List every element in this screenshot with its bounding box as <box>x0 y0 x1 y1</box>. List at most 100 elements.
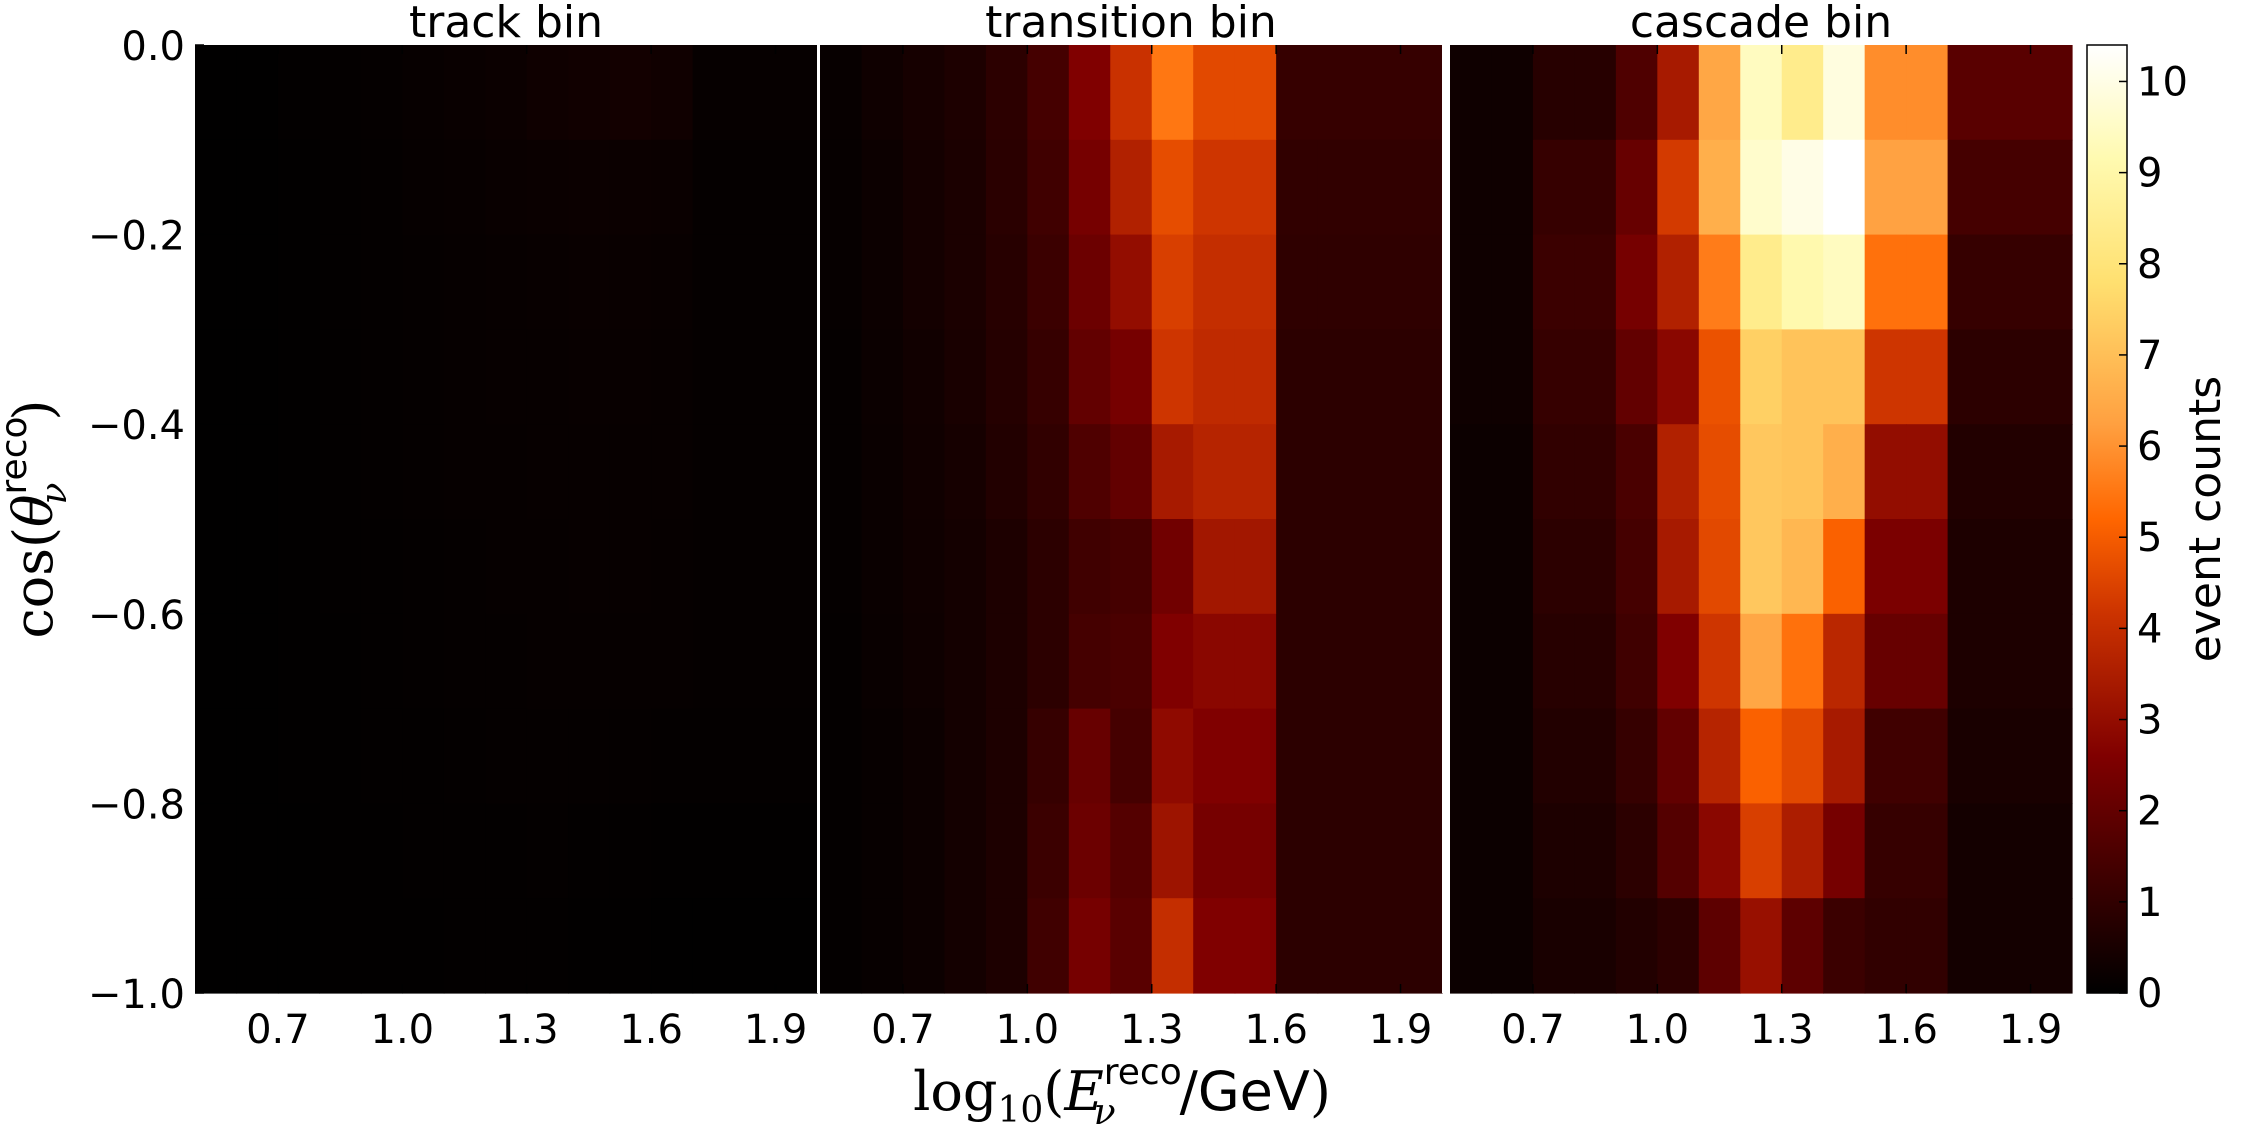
heatmap-cell <box>195 45 238 141</box>
heatmap-cell <box>1574 803 1617 899</box>
heatmap-cell <box>1276 708 1319 804</box>
heatmap-cell <box>1110 519 1153 615</box>
heatmap-cell <box>1657 139 1700 236</box>
colorbar-tick-label: 9 <box>2137 151 2162 197</box>
heatmap-cell <box>568 519 611 615</box>
heatmap-cell <box>1906 898 1949 994</box>
heatmap-cell <box>1864 139 1907 236</box>
heatmap-cell <box>1317 234 1443 330</box>
x-tick-label: 1.0 <box>371 1007 435 1053</box>
heatmap-cell <box>1317 519 1443 615</box>
heatmap-cell <box>1151 424 1194 520</box>
colorbar-tick-label: 4 <box>2137 606 2162 652</box>
y-tick-label: −1.0 <box>88 972 185 1018</box>
heatmap-cell <box>609 139 652 236</box>
x-label-func: log <box>913 1060 997 1123</box>
heatmap-cell <box>1110 139 1153 236</box>
heatmap-cell <box>443 329 486 425</box>
heatmap-cell <box>1068 613 1111 710</box>
x-tick-label: 1.3 <box>1750 1007 1814 1053</box>
heatmap-cell <box>1864 329 1907 425</box>
heatmap-cell <box>985 424 1028 520</box>
heatmap-cell <box>526 234 569 330</box>
heatmap-cell <box>1781 424 1824 520</box>
heatmap-cell <box>1947 234 2073 330</box>
heatmap-cell <box>651 803 694 899</box>
heatmap-cell <box>1574 329 1617 425</box>
heatmap-cell <box>277 45 320 141</box>
heatmap-cell <box>1740 613 1783 710</box>
heatmap-cell <box>1615 519 1658 615</box>
heatmap-cell <box>820 708 863 804</box>
heatmap-cell <box>609 898 652 994</box>
heatmap-cell <box>1781 329 1824 425</box>
heatmap-cell <box>1698 424 1741 520</box>
panel-title: track bin <box>409 0 603 48</box>
heatmap-cell <box>277 424 320 520</box>
heatmap-cell <box>944 613 987 710</box>
heatmap-cell <box>1781 519 1824 615</box>
heatmap-cell <box>568 329 611 425</box>
x-tick-label: 1.9 <box>744 1007 808 1053</box>
heatmap-cell <box>1276 139 1319 236</box>
heatmap-cell <box>443 139 486 236</box>
heatmap-cell <box>443 898 486 994</box>
y-tick-label: −0.2 <box>88 214 185 260</box>
heatmap-cell <box>1276 45 1319 141</box>
heatmap-cell <box>360 329 403 425</box>
heatmap-cell <box>651 139 694 236</box>
heatmap-cell <box>1740 234 1783 330</box>
heatmap-cell <box>1491 139 1534 236</box>
heatmap-cell <box>360 139 403 236</box>
heatmap-cell <box>277 329 320 425</box>
x-tick-label: 1.3 <box>495 1007 559 1053</box>
colorbar-tick-label: 8 <box>2137 242 2162 288</box>
heatmap-cell <box>1906 45 1949 141</box>
heatmap-cell <box>609 45 652 141</box>
heatmap-cell <box>195 898 238 994</box>
heatmap-cell <box>609 424 652 520</box>
heatmap-cell <box>1317 329 1443 425</box>
heatmap-cell <box>1234 803 1277 899</box>
heatmap-cell <box>485 329 528 425</box>
heatmap-cell <box>1450 519 1493 615</box>
heatmap-cell <box>360 708 403 804</box>
heatmap-cell <box>1823 234 1866 330</box>
heatmap-cell <box>902 139 945 236</box>
heatmap-cell <box>820 234 863 330</box>
heatmap-cell <box>277 898 320 994</box>
heatmap-cell <box>402 45 445 141</box>
heatmap-cell <box>1317 708 1443 804</box>
heatmap-cell <box>1698 613 1741 710</box>
heatmap-cell <box>861 708 904 804</box>
heatmap-cell <box>485 45 528 141</box>
heatmap-cell <box>1027 424 1070 520</box>
heatmap-cell <box>1823 613 1866 710</box>
heatmap-cell <box>861 234 904 330</box>
heatmap-cell <box>1068 329 1111 425</box>
heatmap-cell <box>1193 234 1236 330</box>
heatmap-cell <box>985 329 1028 425</box>
heatmap-cell <box>1781 45 1824 141</box>
heatmap-cell <box>277 234 320 330</box>
x-tick-label: 1.9 <box>1999 1007 2063 1053</box>
heatmap-cell <box>1615 329 1658 425</box>
heatmap-cell <box>1947 803 2073 899</box>
heatmap-cell <box>1574 708 1617 804</box>
heatmap-cell <box>1110 708 1153 804</box>
heatmap-cell <box>1574 424 1617 520</box>
heatmap-cell <box>1532 708 1575 804</box>
heatmap-cell <box>319 519 362 615</box>
heatmap-cell <box>1864 519 1907 615</box>
heatmap-cell <box>485 519 528 615</box>
heatmap-cell <box>1864 424 1907 520</box>
heatmap-cell <box>651 424 694 520</box>
heatmap-cell <box>902 708 945 804</box>
y-tick-label: −0.8 <box>88 782 185 828</box>
heatmap-cell <box>820 803 863 899</box>
heatmap-cell <box>1823 519 1866 615</box>
heatmap-cell <box>985 613 1028 710</box>
heatmap-cell <box>1574 613 1617 710</box>
heatmap-cell <box>1864 898 1907 994</box>
